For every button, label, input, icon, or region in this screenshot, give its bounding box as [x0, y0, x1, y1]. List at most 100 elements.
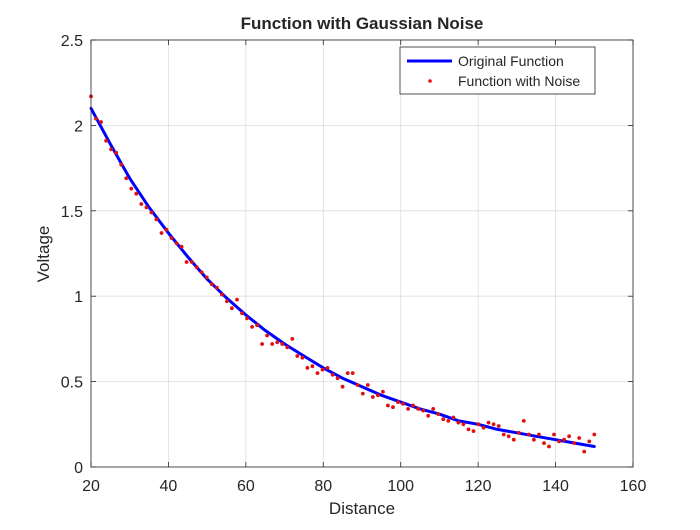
noise-point: [124, 176, 129, 181]
noise-point: [265, 333, 269, 338]
noise-point: [285, 345, 290, 350]
noise-point: [260, 342, 264, 346]
noise-point: [335, 376, 340, 381]
noise-point: [542, 441, 546, 445]
y-axis-label: Voltage: [34, 226, 53, 283]
chart-title: Function with Gaussian Noise: [241, 14, 484, 33]
noise-point: [532, 437, 536, 442]
x-tick-label: 80: [314, 478, 332, 495]
legend-label-function-with-noise: Function with Noise: [458, 73, 580, 89]
noise-point: [572, 441, 577, 445]
noise-point: [396, 400, 400, 404]
series-original-function: [89, 106, 596, 448]
noise-point: [295, 354, 300, 358]
noise-point: [204, 275, 209, 280]
noise-point: [194, 265, 199, 270]
x-tick-label: 100: [387, 478, 414, 495]
noise-point: [365, 383, 370, 387]
legend: Original Function Function with Noise: [399, 46, 596, 95]
noise-point: [381, 389, 385, 394]
noise-point: [451, 415, 456, 420]
noise-point: [94, 116, 98, 121]
noise-point: [169, 236, 174, 241]
noise-point: [144, 205, 149, 210]
noise-point: [527, 432, 531, 437]
noise-point: [567, 434, 571, 439]
noise-point: [149, 210, 154, 215]
plot-frame: [90, 39, 634, 468]
noise-point: [129, 186, 134, 191]
noise-point: [315, 371, 320, 375]
y-tick-label: 0.5: [61, 375, 83, 392]
noise-point: [476, 422, 481, 427]
noise-point: [562, 437, 566, 442]
noise-point: [466, 427, 471, 432]
noise-point: [456, 420, 461, 425]
noise-point: [471, 429, 476, 433]
noise-point: [486, 420, 491, 425]
noise-point: [209, 282, 214, 287]
noise-point: [552, 432, 556, 437]
noise-point: [360, 391, 365, 396]
noise-point: [426, 413, 431, 418]
y-tick-label: 1.5: [61, 204, 83, 221]
x-tick-label: 140: [542, 478, 569, 495]
noise-point: [557, 439, 561, 444]
noise-point: [511, 437, 516, 442]
plot-background: [91, 40, 633, 467]
noise-point: [184, 260, 189, 264]
noise-point: [481, 425, 486, 430]
noise-point: [225, 299, 229, 304]
noise-point: [386, 403, 390, 408]
noise-point: [537, 432, 541, 437]
y-tick-label: 2.5: [61, 33, 83, 50]
noise-point: [109, 147, 113, 152]
noise-point: [305, 366, 310, 370]
noise-point: [245, 316, 249, 321]
y-tick-label: 0: [74, 460, 83, 477]
noise-point: [250, 325, 255, 329]
noise-point: [376, 393, 380, 398]
noise-point: [431, 407, 436, 411]
noise-point: [436, 412, 441, 416]
legend-box: [399, 46, 596, 95]
noise-point: [290, 337, 295, 341]
noise-point: [330, 372, 335, 377]
legend-point-swatch: [428, 79, 432, 83]
noise-point: [370, 395, 375, 399]
noise-point: [320, 367, 325, 372]
legend-label-original-function: Original Function: [458, 53, 564, 69]
noise-point: [491, 422, 496, 427]
noise-point: [119, 162, 124, 167]
noise-point: [220, 292, 224, 297]
noise-point: [310, 364, 315, 369]
axis-ticks: [90, 39, 634, 468]
x-tick-label: 40: [160, 478, 178, 495]
y-tick-label: 1: [74, 289, 83, 306]
noise-point: [164, 227, 169, 232]
noise-point: [230, 306, 234, 311]
x-tick-label: 20: [82, 478, 100, 495]
noise-point: [179, 244, 184, 249]
noise-point: [300, 355, 305, 360]
x-tick-label: 120: [465, 478, 492, 495]
noise-point: [516, 430, 521, 435]
noise-point: [214, 285, 219, 290]
noise-point: [134, 191, 139, 196]
x-tick-label: 160: [620, 478, 647, 495]
noise-point: [441, 417, 446, 422]
noise-point: [587, 439, 592, 444]
noise-point: [240, 311, 244, 316]
noise-point: [582, 449, 587, 454]
noise-point: [235, 297, 239, 302]
noise-point: [401, 401, 405, 406]
series-function-with-noise: [89, 94, 597, 454]
noise-point: [325, 366, 330, 370]
noise-point: [421, 408, 426, 413]
noise-point: [496, 424, 501, 428]
x-axis-label: Distance: [329, 499, 395, 518]
noise-point: [345, 371, 350, 375]
y-tick-label: 2: [74, 118, 83, 135]
